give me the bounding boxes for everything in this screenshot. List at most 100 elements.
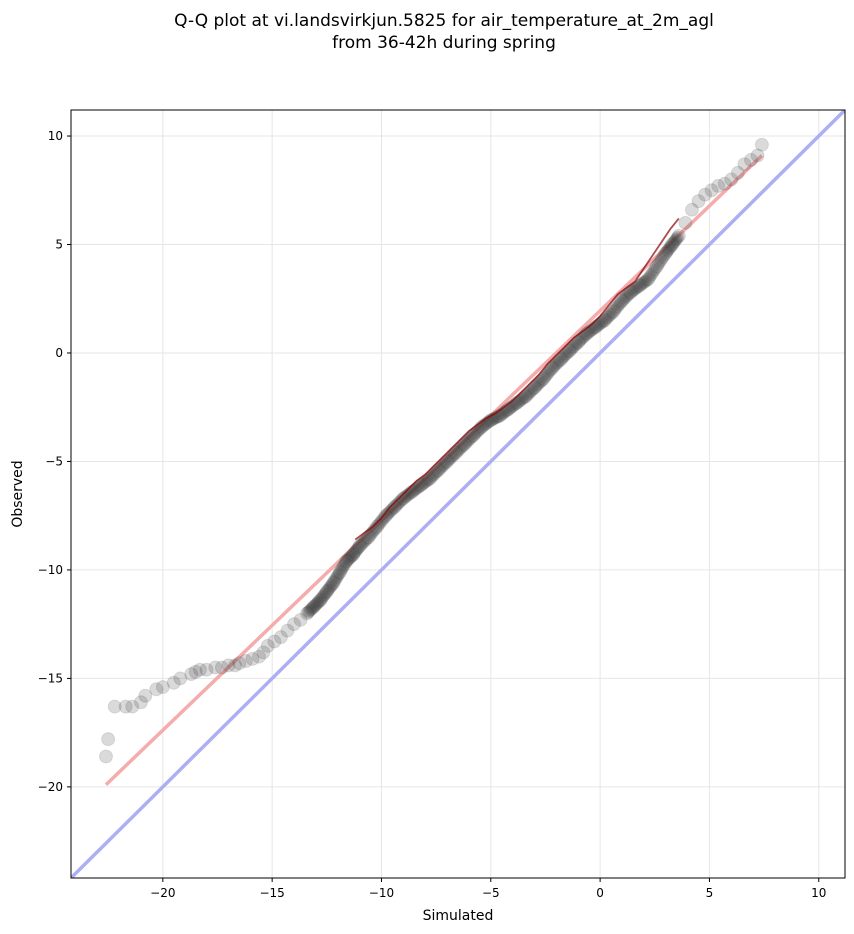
data-point <box>574 332 588 346</box>
chart-subtitle: from 36-42h during spring <box>332 33 556 53</box>
data-point <box>256 645 271 660</box>
data-point <box>612 298 626 312</box>
data-point <box>662 242 676 256</box>
data-point <box>312 594 326 608</box>
data-point <box>661 243 675 257</box>
data-point <box>641 272 656 287</box>
data-point <box>517 390 531 404</box>
data-point <box>448 445 463 460</box>
data-point <box>386 501 400 515</box>
data-point <box>616 292 630 306</box>
data-point <box>660 245 674 259</box>
data-point <box>634 278 648 292</box>
data-point <box>444 450 458 464</box>
data-point <box>637 275 651 289</box>
y-tick-label: −5 <box>45 454 63 468</box>
x-axis-ticks: −20 −15 −10 −5 0 5 10 <box>150 878 826 900</box>
data-point <box>657 248 671 262</box>
data-point <box>377 511 391 525</box>
data-point <box>393 494 407 508</box>
data-point <box>306 599 321 614</box>
data-point <box>665 237 680 252</box>
data-point <box>631 280 645 294</box>
data-point <box>522 386 536 400</box>
data-point <box>166 675 181 690</box>
data-point <box>564 342 578 356</box>
data-point <box>651 257 665 271</box>
data-point <box>214 660 229 675</box>
data-point <box>459 436 473 450</box>
data-point <box>221 658 236 673</box>
data-point <box>555 351 569 365</box>
data-point <box>396 491 411 506</box>
data-point <box>300 606 315 621</box>
data-point <box>606 304 621 319</box>
data-point <box>456 439 470 453</box>
data-point <box>621 288 635 302</box>
data-point <box>625 284 639 298</box>
data-point <box>385 503 399 517</box>
data-point <box>666 236 680 250</box>
data-point <box>125 699 140 714</box>
y-tick-label: −20 <box>38 780 63 794</box>
data-point <box>724 172 739 187</box>
data-point <box>354 538 368 552</box>
data-point <box>600 311 614 325</box>
data-point <box>348 545 362 559</box>
data-point <box>422 471 437 486</box>
data-point <box>671 230 685 244</box>
data-point <box>457 437 472 452</box>
data-point <box>199 662 214 677</box>
data-point <box>420 474 434 488</box>
x-axis-label: Simulated <box>423 908 494 924</box>
data-point <box>184 667 199 682</box>
data-point <box>525 384 539 398</box>
data-point <box>306 601 320 615</box>
y-axis-label: Observed <box>10 460 26 527</box>
data-point <box>436 459 450 473</box>
data-point <box>599 312 613 326</box>
data-point <box>193 662 207 677</box>
data-point <box>309 598 323 612</box>
data-point <box>342 552 356 566</box>
data-point <box>452 443 466 457</box>
data-point <box>392 496 406 510</box>
data-point <box>567 339 581 353</box>
data-point <box>118 699 133 714</box>
data-point <box>568 338 582 352</box>
data-point <box>411 480 425 494</box>
data-point <box>750 148 765 163</box>
quantile-curve <box>354 217 680 541</box>
data-point <box>344 550 358 564</box>
data-point <box>373 516 387 530</box>
x-tick-label: 10 <box>811 886 826 900</box>
data-point <box>398 490 412 504</box>
data-point <box>356 536 370 550</box>
data-point <box>462 433 476 447</box>
data-point <box>562 343 577 358</box>
data-point <box>399 489 413 503</box>
data-point <box>465 430 479 444</box>
plot-frame <box>70 109 846 879</box>
data-point <box>273 630 288 645</box>
data-point <box>605 306 619 320</box>
data-point <box>325 577 339 591</box>
data-point <box>638 274 652 288</box>
data-point <box>433 462 447 476</box>
x-tick-label: −15 <box>259 886 284 900</box>
data-point <box>301 605 315 619</box>
y-tick-label: −10 <box>38 563 63 577</box>
data-point <box>469 426 483 440</box>
data-point <box>596 315 610 329</box>
data-point <box>440 454 455 469</box>
data-point <box>417 476 431 490</box>
data-point <box>260 638 275 653</box>
data-point <box>439 456 453 470</box>
data-point <box>322 582 336 596</box>
y-tick-label: −15 <box>38 671 63 685</box>
data-point <box>548 358 562 372</box>
data-point <box>391 497 405 511</box>
data-point <box>529 379 543 393</box>
data-point <box>658 246 673 261</box>
